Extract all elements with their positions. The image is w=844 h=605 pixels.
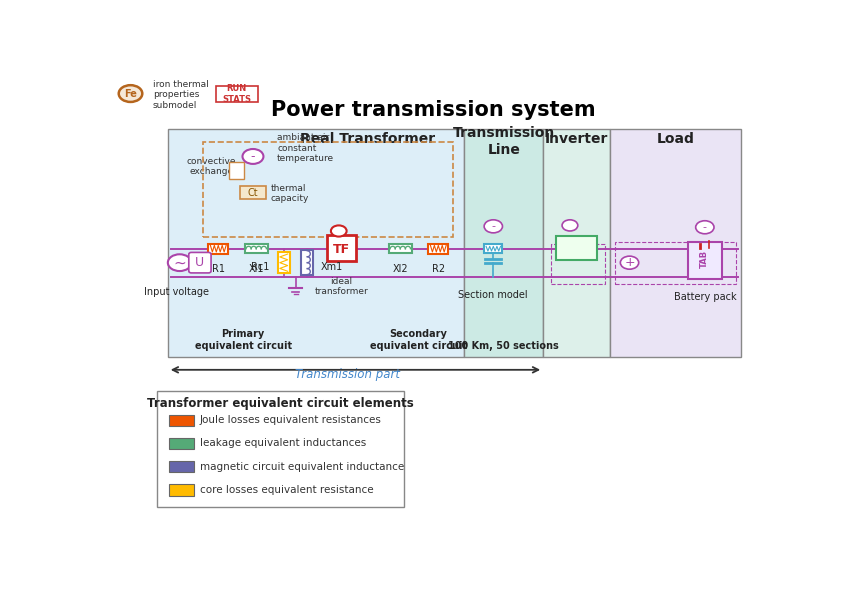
FancyBboxPatch shape: [278, 252, 289, 273]
Text: Secondary
equivalent circuit: Secondary equivalent circuit: [370, 329, 467, 351]
Text: core losses equivalent resistance: core losses equivalent resistance: [200, 485, 373, 495]
FancyBboxPatch shape: [245, 244, 268, 253]
FancyBboxPatch shape: [169, 414, 194, 426]
FancyBboxPatch shape: [464, 128, 543, 357]
Text: Real Transformer: Real Transformer: [300, 132, 435, 146]
FancyBboxPatch shape: [229, 162, 244, 179]
Text: TF: TF: [333, 243, 349, 256]
Text: magnetic circuit equivalent inductance: magnetic circuit equivalent inductance: [200, 462, 403, 472]
Text: Joule losses equivalent resistances: Joule losses equivalent resistances: [200, 415, 381, 425]
Circle shape: [484, 220, 502, 233]
FancyBboxPatch shape: [428, 244, 447, 254]
Text: -: -: [251, 150, 255, 163]
Circle shape: [619, 256, 638, 269]
FancyBboxPatch shape: [543, 128, 609, 357]
FancyBboxPatch shape: [388, 244, 411, 253]
Text: Power transmission system: Power transmission system: [270, 100, 595, 120]
Circle shape: [242, 149, 263, 164]
FancyBboxPatch shape: [169, 438, 194, 449]
FancyBboxPatch shape: [168, 128, 464, 357]
Text: TAB: TAB: [700, 250, 708, 268]
Text: Primary
equivalent circuit: Primary equivalent circuit: [194, 329, 291, 351]
Text: -: -: [490, 221, 495, 231]
FancyBboxPatch shape: [327, 235, 355, 261]
Text: R2: R2: [431, 264, 444, 273]
FancyBboxPatch shape: [555, 236, 597, 260]
FancyBboxPatch shape: [484, 244, 502, 253]
Text: Fe: Fe: [124, 88, 137, 99]
FancyBboxPatch shape: [609, 128, 740, 357]
Text: Section model: Section model: [458, 290, 528, 299]
Circle shape: [331, 226, 346, 237]
Text: ~: ~: [173, 255, 186, 270]
FancyBboxPatch shape: [240, 186, 266, 199]
FancyBboxPatch shape: [208, 244, 228, 254]
Text: Xl2: Xl2: [392, 264, 408, 273]
Text: RUN
STATS: RUN STATS: [222, 84, 251, 103]
Text: Ct: Ct: [247, 188, 258, 198]
Text: -: -: [702, 222, 706, 232]
Text: iron thermal
properties
submodel: iron thermal properties submodel: [153, 80, 208, 110]
Text: Transmission
Line: Transmission Line: [452, 126, 555, 157]
Text: ideal
transformer: ideal transformer: [314, 276, 368, 296]
Text: 100 Km, 50 sections: 100 Km, 50 sections: [448, 341, 559, 351]
Circle shape: [561, 220, 577, 231]
FancyBboxPatch shape: [169, 485, 194, 495]
Text: Load: Load: [656, 132, 694, 146]
Text: Xm1: Xm1: [320, 263, 343, 272]
Circle shape: [168, 254, 192, 271]
FancyBboxPatch shape: [156, 391, 403, 507]
Text: leakage equivalent inductances: leakage equivalent inductances: [200, 439, 365, 448]
FancyBboxPatch shape: [301, 250, 313, 275]
FancyBboxPatch shape: [188, 252, 211, 273]
Circle shape: [118, 85, 142, 102]
Text: U: U: [195, 256, 204, 269]
Text: Rc1: Rc1: [251, 263, 269, 272]
Text: Input voltage: Input voltage: [143, 287, 208, 298]
Text: Xl1: Xl1: [248, 264, 263, 273]
Text: +: +: [624, 256, 634, 269]
Text: ambiant air
constant
temperature: ambiant air constant temperature: [277, 133, 334, 163]
FancyBboxPatch shape: [687, 242, 721, 279]
Text: Inverter: Inverter: [544, 132, 608, 146]
FancyBboxPatch shape: [169, 461, 194, 473]
Text: convective
exchange: convective exchange: [187, 157, 236, 177]
Text: Battery pack: Battery pack: [673, 292, 735, 301]
Text: Transformer equivalent circuit elements: Transformer equivalent circuit elements: [147, 397, 414, 410]
Text: Transmission part: Transmission part: [295, 367, 400, 381]
Text: thermal
capacity: thermal capacity: [270, 184, 309, 203]
Text: R1: R1: [212, 264, 225, 273]
Circle shape: [695, 221, 713, 234]
FancyBboxPatch shape: [215, 86, 257, 102]
